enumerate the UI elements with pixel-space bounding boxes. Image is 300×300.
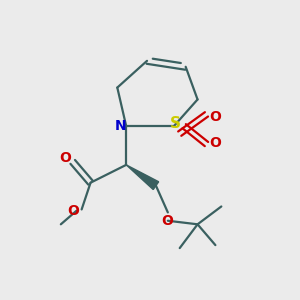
Text: O: O	[68, 204, 79, 218]
Text: S: S	[170, 116, 181, 131]
Text: O: O	[209, 136, 221, 150]
Text: N: N	[115, 119, 127, 133]
Text: O: O	[161, 214, 173, 228]
Polygon shape	[126, 165, 159, 190]
Text: O: O	[59, 151, 70, 165]
Text: O: O	[209, 110, 221, 124]
